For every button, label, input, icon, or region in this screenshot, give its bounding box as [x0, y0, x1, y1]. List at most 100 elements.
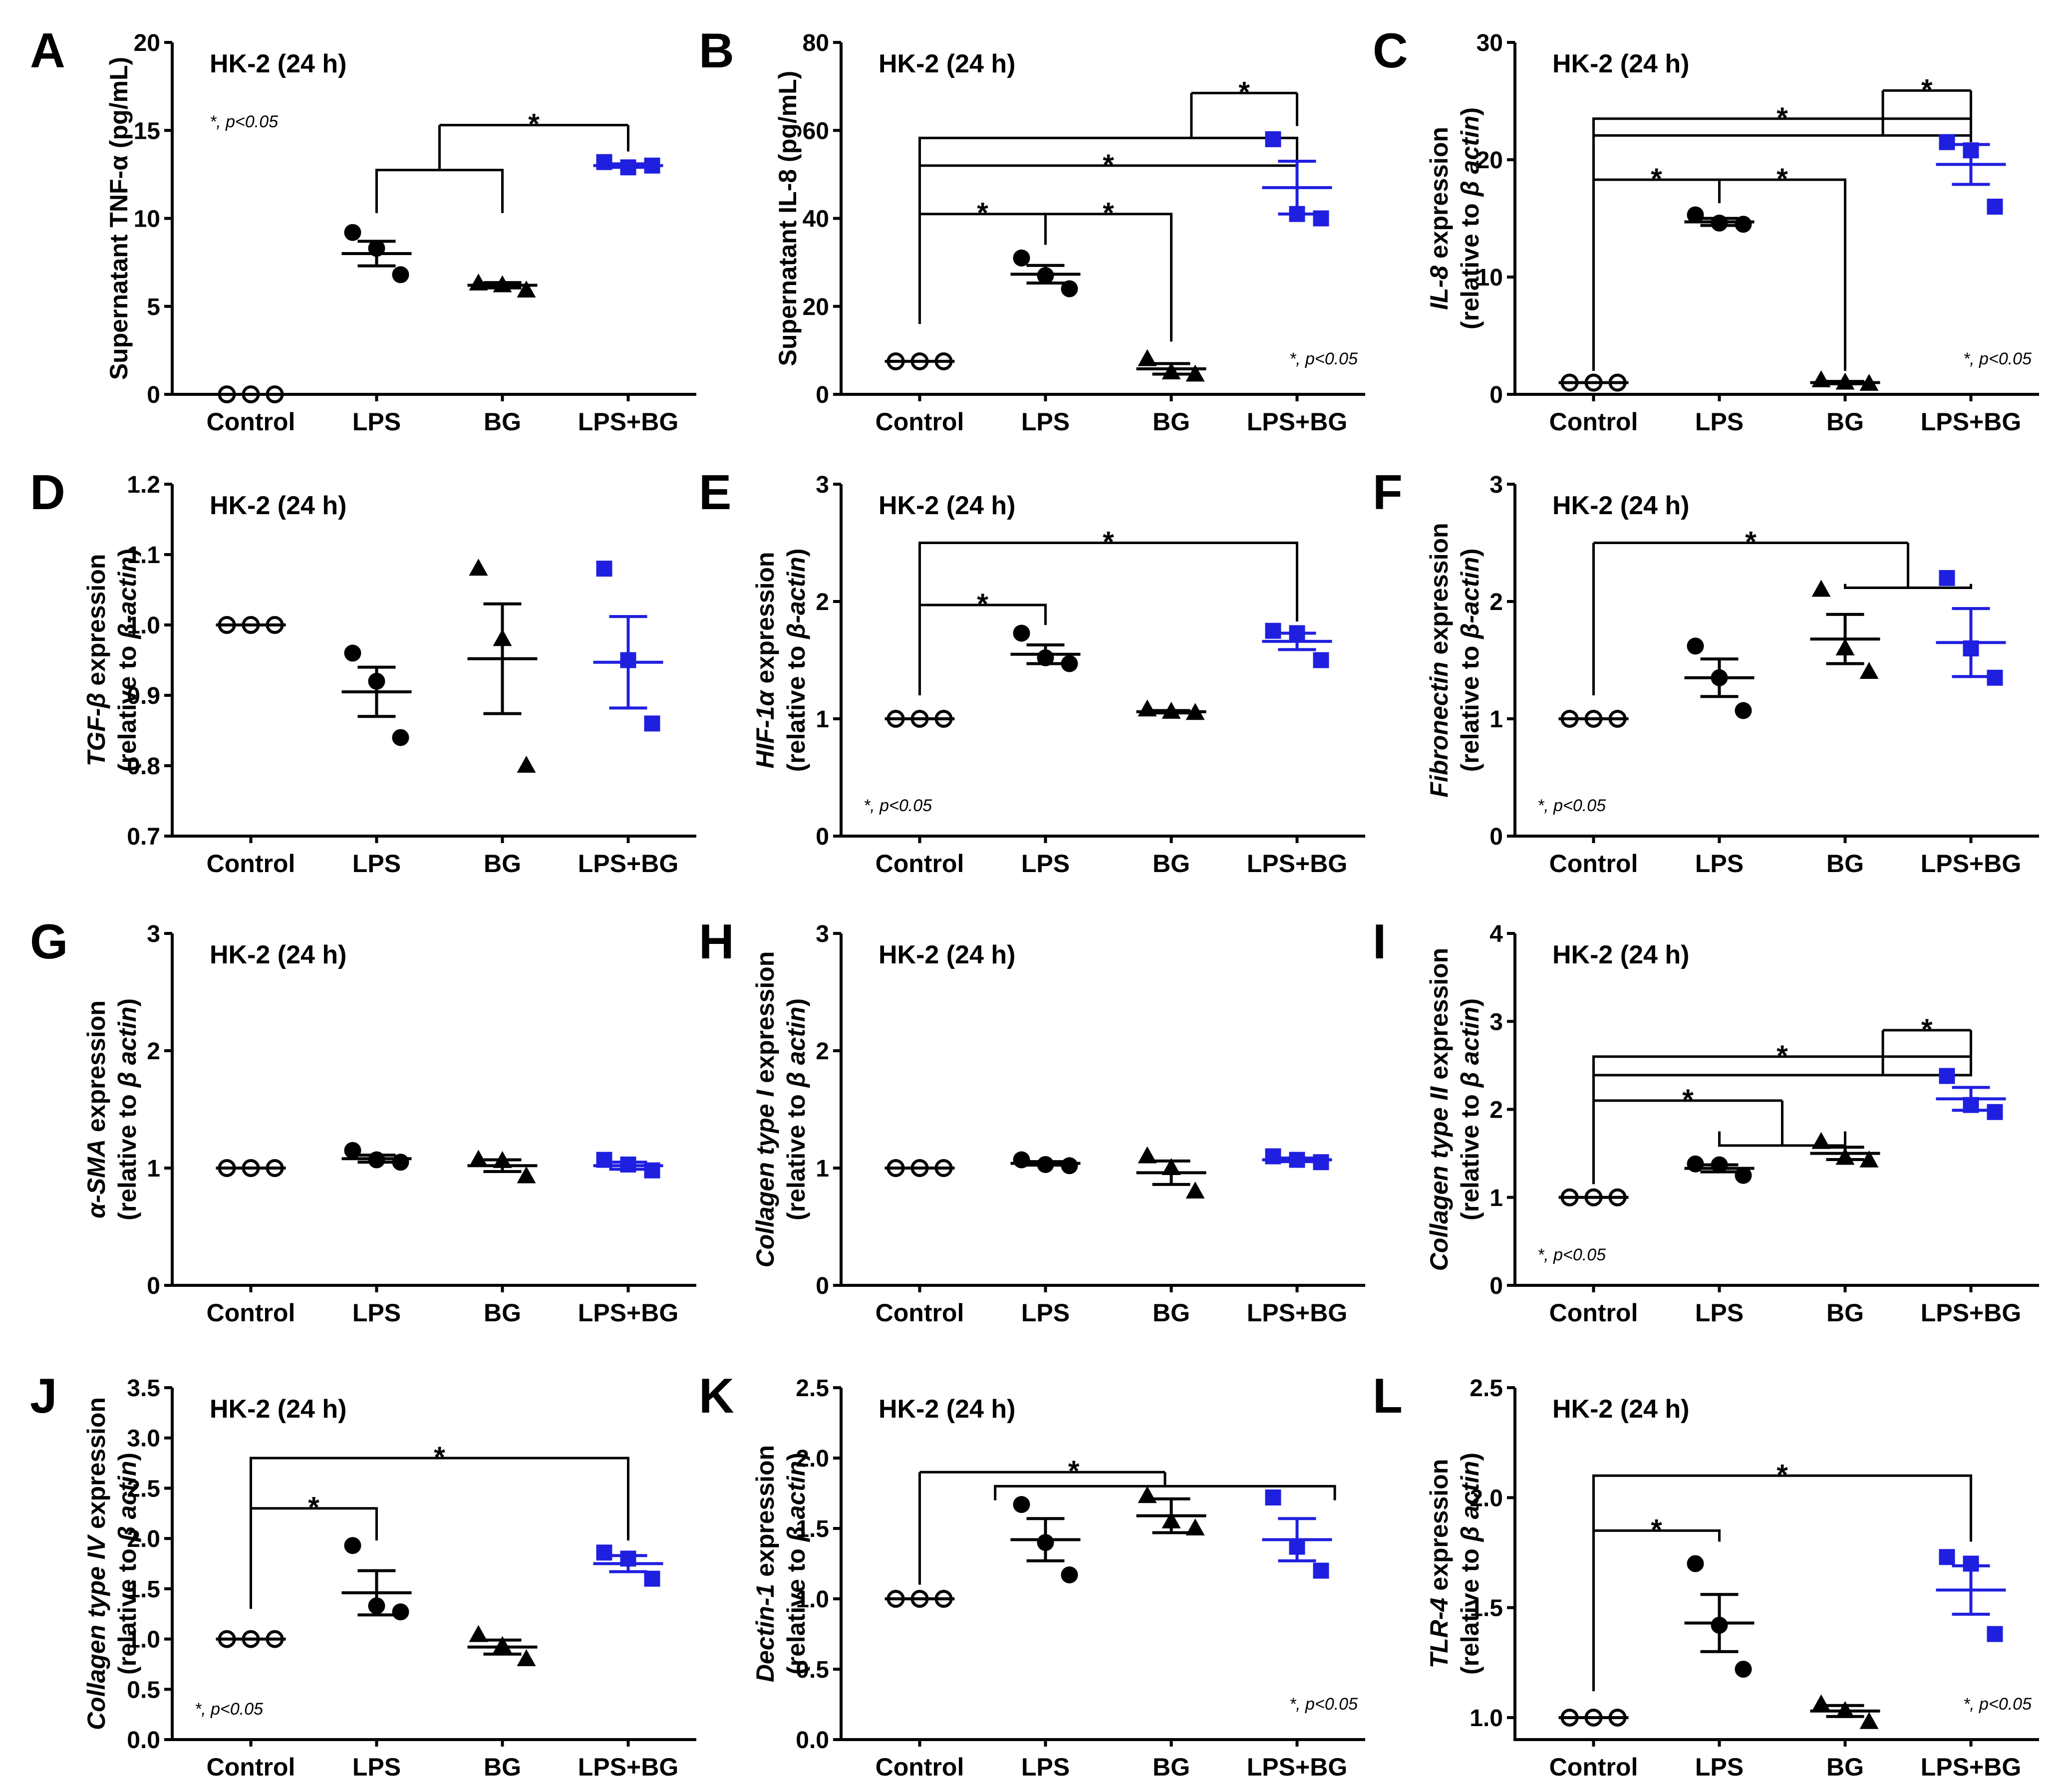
significance-star: *	[1103, 197, 1114, 230]
x-category-label: BG	[1153, 850, 1190, 878]
y-axis-label: Collagen type IV expression(relative to …	[82, 1397, 141, 1730]
panel-g: G HK-2 (24 h) 0 1 2 3 Control LPS BG LPS+BG α-SMA …	[30, 914, 696, 1327]
x-category-label: LPS	[352, 1299, 401, 1327]
y-axis-label-part: Collagen type II	[1425, 1086, 1453, 1271]
y-tick-label: 20	[1476, 147, 1503, 174]
panel-title: HK-2 (24 h)	[879, 1395, 1015, 1424]
significance-bracket	[918, 91, 1298, 166]
x-category-label: LPS+BG	[578, 850, 678, 878]
panel-title: HK-2 (24 h)	[1552, 49, 1689, 78]
y-axis-label: IL-8 expression (relative to β actin)	[1425, 107, 1484, 329]
x-category-label: LPS	[1021, 408, 1070, 436]
panel-letter: H	[699, 914, 734, 969]
panel-a: A HK-2 (24 h) 0 5 10 15 20 Control LPS BG LPS+BG Su…	[30, 23, 696, 436]
panel-j: J HK-2 (24 h) 0.0 0.5 1.0 1.5 2.0 2.5 3.0 3.5 Cont…	[30, 1368, 696, 1781]
data-point-lps	[1061, 1157, 1078, 1175]
panel-letter: E	[699, 465, 731, 520]
x-category-label: Control	[876, 850, 964, 878]
y-tick-label: 0.8	[127, 753, 160, 780]
y-tick-label: 3	[1489, 1009, 1503, 1035]
x-category-label: LPS	[1695, 1753, 1744, 1781]
significance-bracket	[918, 542, 1298, 621]
y-axis-label-part: expression	[1425, 1459, 1453, 1598]
y-tick-label: 1.0	[796, 1586, 829, 1613]
data-point-lps	[1735, 216, 1752, 233]
y-tick-label: 2.0	[1470, 1485, 1503, 1511]
significance-bracket	[1592, 1099, 1846, 1185]
y-tick-label: 2	[147, 1038, 160, 1065]
y-axis-label-part: expression	[1425, 948, 1453, 1087]
data-point-lps	[1735, 1167, 1752, 1184]
y-axis-label-part: (relative to	[782, 639, 810, 772]
data-point-bg	[469, 1150, 488, 1167]
x-category-label: Control	[1549, 1753, 1638, 1781]
panel-letter: J	[30, 1368, 57, 1423]
x-category-label: BG	[484, 1299, 521, 1327]
y-axis-label-part: β actin	[782, 1461, 810, 1543]
significance-star: *	[308, 1492, 319, 1524]
y-axis-label-part: β actin	[1456, 116, 1484, 198]
y-tick-label: 1.5	[796, 1516, 829, 1542]
y-axis-label-part: expression	[1425, 127, 1453, 266]
y-axis-label-part: TGF-β	[82, 693, 110, 767]
axis-lines	[171, 42, 696, 396]
panel-f: F HK-2 (24 h) 0 1 2 3 Control LPS BG LPS+BG Fibron…	[1373, 465, 2039, 878]
x-category-label: LPS	[1695, 408, 1744, 436]
significance-bracket	[918, 1471, 1336, 1585]
y-tick-label: 3.0	[127, 1426, 160, 1452]
y-tick-label: 3.5	[127, 1375, 160, 1402]
significance-bracket	[1592, 1474, 1972, 1542]
significance-bracket	[375, 124, 629, 213]
significance-note: *, p<0.05	[1537, 796, 1606, 815]
y-tick-label: 15	[134, 118, 160, 144]
data-point-bg	[1811, 580, 1831, 597]
y-axis-label-part: )	[1456, 1453, 1484, 1461]
x-category-label: BG	[1153, 1299, 1190, 1327]
data-point-lps-bg	[1987, 1104, 2003, 1120]
significance-bracket	[250, 1457, 629, 1541]
y-tick-label: 2.5	[127, 1476, 160, 1502]
data-point-bg	[469, 1625, 488, 1642]
x-category-label: BG	[484, 1753, 521, 1781]
data-point-bg	[1185, 364, 1205, 382]
significance-note: *, p<0.05	[1289, 1695, 1358, 1714]
y-tick-label: 1	[1489, 706, 1503, 733]
x-category-label: BG	[1826, 1299, 1864, 1327]
panel-title: HK-2 (24 h)	[879, 491, 1015, 520]
significance-bracket	[1592, 1029, 1972, 1077]
significance-bracket	[918, 213, 1047, 324]
x-category-label: Control	[876, 1753, 964, 1781]
y-axis-label-part: expression	[751, 951, 779, 1090]
y-tick-label: 0.9	[127, 683, 160, 709]
significance-star: *	[1921, 1013, 1933, 1046]
data-point-bg	[517, 1649, 536, 1666]
significance-star: *	[977, 197, 988, 230]
data-point-lps	[1013, 1496, 1030, 1513]
x-category-label: LPS+BG	[1247, 1753, 1347, 1781]
data-point-bg	[1185, 1182, 1205, 1198]
data-point-lps	[344, 224, 361, 241]
x-category-label: LPS+BG	[578, 1753, 678, 1781]
y-axis-label-part: (relative to	[1456, 1541, 1484, 1675]
significance-bracket	[1592, 1529, 1721, 1692]
panel-letter: K	[699, 1368, 734, 1423]
x-category-label: LPS	[352, 1753, 401, 1781]
y-axis-label-part: Collagen type I	[751, 1090, 779, 1268]
significance-bracket	[1718, 178, 1846, 371]
y-tick-label: 5	[147, 294, 160, 320]
panel-title: HK-2 (24 h)	[1552, 491, 1689, 520]
axis-lines	[171, 933, 696, 1287]
panel-letter: G	[30, 914, 68, 969]
data-point-lps-bg	[1265, 1489, 1281, 1505]
y-axis-label: TGF-β expression(relative to β-actin)	[82, 549, 141, 772]
data-point-lps	[1013, 624, 1030, 642]
significance-note: *, p<0.05	[1289, 349, 1358, 368]
panel-title: HK-2 (24 h)	[1552, 1395, 1689, 1424]
panel-title: HK-2 (24 h)	[1552, 940, 1689, 969]
x-category-label: LPS	[1021, 1299, 1070, 1327]
panel-letter: A	[30, 23, 65, 78]
y-tick-label: 1	[816, 706, 829, 733]
y-tick-label: 0.7	[127, 824, 160, 850]
data-point-lps	[1061, 655, 1078, 672]
y-axis-label-part: (relative to	[113, 1087, 141, 1220]
